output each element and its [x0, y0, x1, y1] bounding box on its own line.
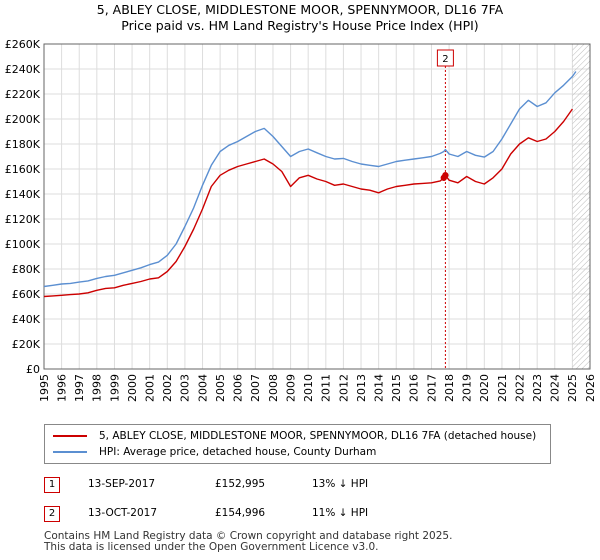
- x-tick-label: 2003: [179, 374, 192, 402]
- x-tick-label: 2013: [355, 374, 368, 402]
- x-tick-label: 2011: [320, 374, 333, 402]
- x-tick-label: 1995: [38, 374, 51, 402]
- y-tick-label: £0: [26, 363, 40, 376]
- transaction-price: £152,995: [215, 478, 266, 490]
- footer-line-copyright: Contains HM Land Registry data © Crown c…: [44, 530, 453, 542]
- x-tick-label: 2000: [126, 374, 139, 402]
- transaction-price: £154,996: [215, 507, 266, 519]
- footer-line-licence: This data is licensed under the Open Gov…: [44, 541, 379, 553]
- x-tick-label: 2021: [496, 374, 509, 402]
- transaction-marker-box: [436, 49, 454, 67]
- transaction-date: 13-SEP-2017: [88, 478, 156, 490]
- y-tick-label: £160K: [5, 163, 41, 176]
- x-tick-label: 2023: [531, 374, 544, 402]
- x-tick-label: 2012: [337, 374, 350, 402]
- transaction-row: 2 13-OCT-2017 £154,996 11% ↓ HPI: [44, 506, 464, 526]
- x-tick-label: 1996: [55, 374, 68, 402]
- legend-label-hpi: HPI: Average price, detached house, Coun…: [99, 446, 377, 458]
- x-tick-label: 2020: [478, 374, 491, 402]
- chart-title-line1: 5, ABLEY CLOSE, MIDDLESTONE MOOR, SPENNY…: [96, 2, 504, 17]
- x-tick-label: 2007: [249, 374, 262, 402]
- legend-swatch-price: [53, 435, 87, 437]
- y-tick-label: £40K: [12, 313, 41, 326]
- x-tick-label: 1999: [108, 374, 121, 402]
- x-tick-label: 2022: [513, 374, 526, 402]
- transaction-point: [442, 172, 449, 179]
- transaction-marker-label: 2: [442, 54, 448, 65]
- transaction-marker-label: 1: [44, 477, 60, 493]
- y-tick-label: £60K: [12, 288, 41, 301]
- y-tick-label: £80K: [12, 263, 41, 276]
- y-tick-label: £20K: [12, 338, 41, 351]
- y-tick-label: £100K: [5, 238, 41, 251]
- x-tick-label: 2006: [232, 374, 245, 402]
- x-tick-label: 2001: [144, 374, 157, 402]
- transaction-row: 1 13-SEP-2017 £152,995 13% ↓ HPI: [44, 477, 464, 497]
- y-tick-label: £140K: [5, 188, 41, 201]
- y-tick-label: £120K: [5, 213, 41, 226]
- chart-legend: 5, ABLEY CLOSE, MIDDLESTONE MOOR, SPENNY…: [44, 424, 551, 464]
- legend-item-price: 5, ABLEY CLOSE, MIDDLESTONE MOOR, SPENNY…: [53, 428, 536, 444]
- y-tick-label: £260K: [5, 38, 41, 51]
- y-tick-label: £180K: [5, 138, 41, 151]
- x-tick-label: 2017: [425, 374, 438, 402]
- x-tick-label: 2025: [566, 374, 579, 402]
- x-tick-label: 2024: [549, 374, 562, 402]
- legend-item-hpi: HPI: Average price, detached house, Coun…: [53, 444, 376, 460]
- x-tick-label: 2009: [284, 374, 297, 402]
- transaction-date: 13-OCT-2017: [88, 507, 157, 519]
- x-tick-label: 1998: [91, 374, 104, 402]
- x-tick-label: 2010: [302, 374, 315, 402]
- legend-label-price: 5, ABLEY CLOSE, MIDDLESTONE MOOR, SPENNY…: [99, 430, 537, 442]
- series-line-price: [43, 108, 573, 298]
- x-tick-label: 2015: [390, 374, 403, 402]
- footer-attribution: Contains HM Land Registry data © Crown c…: [44, 531, 452, 553]
- x-tick-label: 2002: [161, 374, 174, 402]
- future-hatched-region: [572, 44, 590, 369]
- x-tick-label: 2014: [372, 374, 385, 402]
- chart-title-line2: Price paid vs. HM Land Registry's House …: [121, 18, 479, 33]
- y-tick-label: £240K: [5, 63, 41, 76]
- legend-swatch-hpi: [53, 451, 87, 453]
- y-tick-label: £220K: [5, 88, 41, 101]
- plot-area-border: [43, 43, 591, 370]
- x-tick-label: 1997: [73, 374, 86, 402]
- x-tick-label: 2008: [267, 374, 280, 402]
- x-tick-label: 2019: [461, 374, 474, 402]
- transaction-marker-label: 2: [44, 506, 60, 522]
- x-tick-label: 2018: [443, 374, 456, 402]
- transaction-hpi-diff: 13% ↓ HPI: [312, 478, 369, 490]
- x-tick-label: 2026: [584, 374, 597, 402]
- x-tick-label: 2004: [196, 374, 209, 402]
- transaction-hpi-diff: 11% ↓ HPI: [312, 507, 369, 519]
- x-tick-label: 2005: [214, 374, 227, 402]
- chart-plot: 2 £0 £20K £40K £60K £80K £100K £120K £140K £160K £…: [5, 38, 597, 402]
- y-tick-label: £200K: [5, 113, 41, 126]
- series-line-hpi: [43, 71, 577, 288]
- x-tick-label: 2016: [408, 374, 421, 402]
